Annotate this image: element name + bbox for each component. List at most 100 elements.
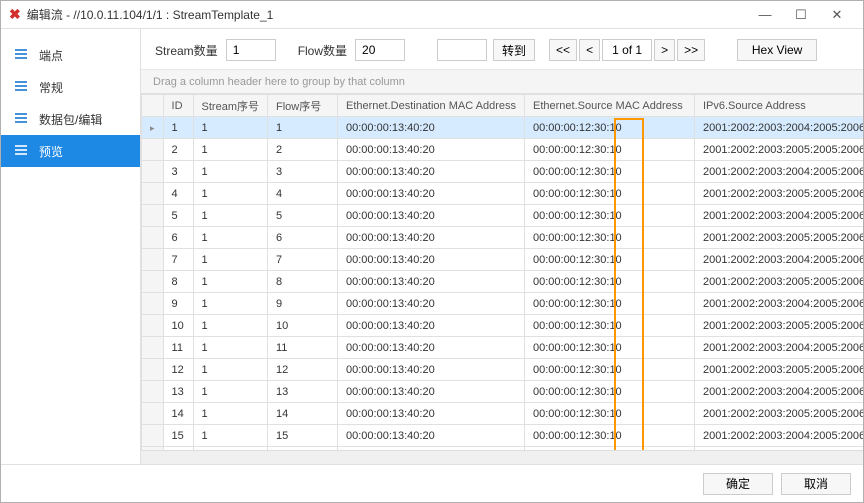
cell[interactable]: 1 (268, 117, 338, 139)
cell[interactable]: 00:00:00:13:40:20 (338, 205, 525, 227)
flow-count-input[interactable] (355, 39, 405, 61)
cell[interactable]: 13 (163, 381, 193, 403)
cell[interactable]: 1 (193, 161, 267, 183)
cell[interactable]: 5 (268, 205, 338, 227)
cell[interactable]: 1 (193, 359, 267, 381)
cell[interactable]: 16 (268, 447, 338, 451)
table-row[interactable]: 11100:00:00:13:40:2000:00:00:12:30:10200… (142, 117, 864, 139)
column-header[interactable]: ID (163, 95, 193, 117)
cell[interactable]: 3 (163, 161, 193, 183)
cell[interactable]: 1 (193, 381, 267, 403)
cell[interactable]: 1 (193, 271, 267, 293)
cell[interactable]: 12 (163, 359, 193, 381)
cell[interactable]: 00:00:00:13:40:20 (338, 359, 525, 381)
cell[interactable]: 5 (163, 205, 193, 227)
cell[interactable]: 00:00:00:12:30:10 (524, 381, 694, 403)
cell[interactable]: 00:00:00:12:30:10 (524, 315, 694, 337)
cell[interactable]: 2001:2002:2003:2004:2005:2006:2007:2008 (694, 293, 863, 315)
column-header[interactable]: Ethernet.Destination MAC Address (338, 95, 525, 117)
sidebar-item-2[interactable]: 数据包/编辑 (1, 103, 140, 135)
cell[interactable]: 2001:2002:2003:2005:2005:2006:2007:2008 (694, 403, 863, 425)
sidebar-item-0[interactable]: 端点 (1, 39, 140, 71)
cell[interactable]: 00:00:00:12:30:10 (524, 161, 694, 183)
cell[interactable]: 7 (268, 249, 338, 271)
table-row[interactable]: 1311300:00:00:13:40:2000:00:00:12:30:102… (142, 381, 864, 403)
cell[interactable]: 00:00:00:12:30:10 (524, 183, 694, 205)
cell[interactable]: 1 (193, 425, 267, 447)
cell[interactable]: 1 (193, 139, 267, 161)
cell[interactable]: 1 (193, 337, 267, 359)
cancel-button[interactable]: 取消 (781, 473, 851, 495)
sidebar-item-3[interactable]: 预览 (1, 135, 140, 167)
cell[interactable]: 00:00:00:12:30:10 (524, 337, 694, 359)
cell[interactable]: 1 (193, 205, 267, 227)
sidebar-item-1[interactable]: 常规 (1, 71, 140, 103)
cell[interactable]: 2001:2002:2003:2004:2005:2006:2007:2008 (694, 205, 863, 227)
column-header[interactable]: Flow序号 (268, 95, 338, 117)
cell[interactable]: 00:00:00:13:40:20 (338, 139, 525, 161)
goto-button[interactable]: 转到 (493, 39, 535, 61)
cell[interactable]: 10 (268, 315, 338, 337)
cell[interactable]: 00:00:00:12:30:10 (524, 117, 694, 139)
table-row[interactable]: 51500:00:00:13:40:2000:00:00:12:30:10200… (142, 205, 864, 227)
pager-next-button[interactable]: > (654, 39, 675, 61)
table-row[interactable]: 71700:00:00:13:40:2000:00:00:12:30:10200… (142, 249, 864, 271)
cell[interactable]: 1 (193, 227, 267, 249)
cell[interactable]: 2001:2002:2003:2005:2005:2006:2007:2008 (694, 447, 863, 451)
cell[interactable]: 00:00:00:12:30:10 (524, 227, 694, 249)
cell[interactable]: 00:00:00:13:40:20 (338, 227, 525, 249)
grid[interactable]: IDStream序号Flow序号Ethernet.Destination MAC… (141, 94, 863, 450)
cell[interactable]: 11 (163, 337, 193, 359)
close-button[interactable]: ✕ (819, 5, 855, 25)
table-row[interactable]: 31300:00:00:13:40:2000:00:00:12:30:10200… (142, 161, 864, 183)
cell[interactable]: 00:00:00:13:40:20 (338, 447, 525, 451)
cell[interactable]: 1 (193, 403, 267, 425)
minimize-button[interactable]: — (747, 5, 783, 25)
cell[interactable]: 1 (163, 117, 193, 139)
cell[interactable]: 1 (193, 183, 267, 205)
cell[interactable]: 15 (268, 425, 338, 447)
cell[interactable]: 8 (268, 271, 338, 293)
cell[interactable]: 2001:2002:2003:2004:2005:2006:2007:2008 (694, 249, 863, 271)
cell[interactable]: 00:00:00:12:30:10 (524, 359, 694, 381)
cell[interactable]: 12 (268, 359, 338, 381)
cell[interactable]: 2001:2002:2003:2004:2005:2006:2007:2008 (694, 425, 863, 447)
cell[interactable]: 7 (163, 249, 193, 271)
pager-last-button[interactable]: >> (677, 39, 705, 61)
cell[interactable]: 00:00:00:12:30:10 (524, 205, 694, 227)
cell[interactable]: 2001:2002:2003:2005:2005:2006:2007:2008 (694, 315, 863, 337)
cell[interactable]: 2001:2002:2003:2004:2005:2006:2007:2008 (694, 381, 863, 403)
table-row[interactable]: 1011000:00:00:13:40:2000:00:00:12:30:102… (142, 315, 864, 337)
cell[interactable]: 6 (268, 227, 338, 249)
table-row[interactable]: 91900:00:00:13:40:2000:00:00:12:30:10200… (142, 293, 864, 315)
cell[interactable]: 15 (163, 425, 193, 447)
cell[interactable]: 1 (193, 249, 267, 271)
cell[interactable]: 9 (268, 293, 338, 315)
table-row[interactable]: 1611600:00:00:13:40:2000:00:00:12:30:102… (142, 447, 864, 451)
table-row[interactable]: 1111100:00:00:13:40:2000:00:00:12:30:102… (142, 337, 864, 359)
table-row[interactable]: 1511500:00:00:13:40:2000:00:00:12:30:102… (142, 425, 864, 447)
cell[interactable]: 2001:2002:2003:2004:2005:2006:2007:2008 (694, 117, 863, 139)
cell[interactable]: 3 (268, 161, 338, 183)
cell[interactable]: 00:00:00:12:30:10 (524, 403, 694, 425)
pager-info[interactable] (602, 39, 652, 61)
stream-count-input[interactable] (226, 39, 276, 61)
column-header[interactable]: Ethernet.Source MAC Address (524, 95, 694, 117)
cell[interactable]: 00:00:00:12:30:10 (524, 293, 694, 315)
cell[interactable]: 00:00:00:12:30:10 (524, 447, 694, 451)
cell[interactable]: 2 (268, 139, 338, 161)
cell[interactable]: 2001:2002:2003:2005:2005:2006:2007:2008 (694, 271, 863, 293)
hex-view-button[interactable]: Hex View (737, 39, 817, 61)
cell[interactable]: 11 (268, 337, 338, 359)
goto-input[interactable] (437, 39, 487, 61)
cell[interactable]: 00:00:00:13:40:20 (338, 425, 525, 447)
cell[interactable]: 10 (163, 315, 193, 337)
cell[interactable]: 00:00:00:13:40:20 (338, 271, 525, 293)
group-by-bar[interactable]: Drag a column header here to group by th… (141, 70, 863, 94)
cell[interactable]: 2001:2002:2003:2005:2005:2006:2007:2008 (694, 139, 863, 161)
pager-prev-button[interactable]: < (579, 39, 600, 61)
cell[interactable]: 2 (163, 139, 193, 161)
maximize-button[interactable]: ☐ (783, 5, 819, 25)
cell[interactable]: 2001:2002:2003:2004:2005:2006:2007:2008 (694, 337, 863, 359)
cell[interactable]: 2001:2002:2003:2005:2005:2006:2007:2008 (694, 227, 863, 249)
